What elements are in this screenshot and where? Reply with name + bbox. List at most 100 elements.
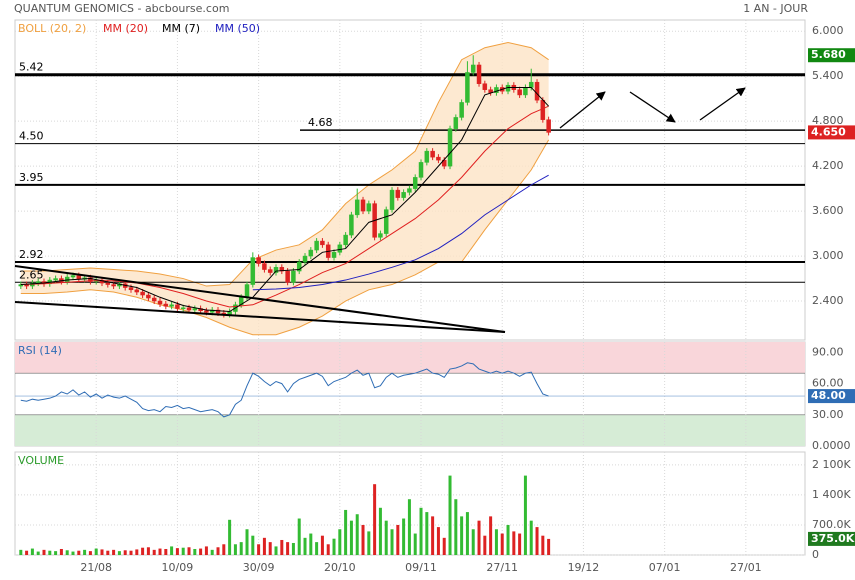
volume-bar	[494, 529, 498, 555]
candle-body	[476, 64, 482, 84]
y-tick-label: 5.400	[812, 69, 844, 82]
annotations	[14, 87, 746, 333]
volume-bar	[268, 542, 272, 555]
candle-body	[465, 72, 470, 103]
volume-bar	[152, 549, 156, 555]
volume-bar	[233, 544, 237, 555]
volume-bar	[112, 549, 116, 555]
candle-body	[412, 177, 418, 189]
candle-body	[291, 270, 296, 283]
y-tick-label: 0	[812, 548, 819, 561]
y-tick-label: 2 100K	[812, 458, 851, 471]
x-tick-label: 27/11	[486, 561, 518, 574]
y-tick-label: 4.800	[812, 114, 844, 127]
volume-bar	[94, 548, 98, 555]
candle-body	[528, 81, 534, 88]
level-label: 2.65	[19, 268, 44, 281]
candle-body	[186, 307, 192, 311]
volume-bar	[465, 512, 469, 555]
volume-bar	[442, 537, 446, 555]
candle-body	[459, 102, 464, 118]
volume-bar	[378, 507, 382, 555]
y-tick-label: 2.400	[812, 294, 844, 307]
value-box-label: 48.00	[811, 389, 846, 402]
volume-bar	[71, 551, 75, 555]
candle-body	[389, 189, 395, 210]
volume-bar	[396, 524, 400, 555]
volume-bar	[413, 533, 417, 555]
candle-body	[53, 278, 58, 281]
volume-bar	[344, 509, 348, 555]
candle-body	[128, 287, 134, 291]
volume-bar	[100, 549, 104, 555]
volume-bar	[59, 548, 63, 555]
volume-bar	[373, 484, 377, 555]
candle-body	[343, 234, 348, 246]
candle-body	[482, 83, 488, 90]
candle-body	[395, 189, 401, 198]
candle-body	[430, 150, 435, 158]
volume-bar	[523, 475, 527, 555]
volume-bar	[529, 520, 533, 555]
level-label: 4.68	[308, 116, 333, 129]
volume-bar	[30, 548, 34, 555]
candle-body	[546, 119, 551, 133]
rsi-line	[20, 362, 549, 418]
volume-bar	[280, 539, 284, 555]
value-box-label: 375.0K	[811, 532, 855, 545]
legend-entry: BOLL (20, 2)	[18, 22, 86, 35]
x-tick-label: 20/10	[324, 561, 356, 574]
volume-bar	[193, 548, 197, 555]
volume-bar	[326, 544, 330, 555]
volume-bar	[83, 549, 87, 555]
volume-bar	[500, 533, 504, 555]
candle-body	[354, 199, 360, 216]
legend-entry: MM (20)	[103, 22, 148, 35]
volume-bar	[535, 527, 539, 555]
volume-bar	[245, 529, 249, 555]
volume-bar	[262, 537, 266, 555]
zone	[15, 414, 805, 446]
volume-bar	[384, 520, 388, 555]
volume-bar	[251, 535, 255, 555]
volume-bar	[54, 551, 58, 555]
chart-subtitle: 1 AN - JOUR	[743, 2, 808, 15]
volume-bar	[199, 548, 203, 555]
volume-bar	[117, 551, 121, 555]
volume-bar	[36, 551, 40, 555]
volume-bar	[65, 550, 69, 555]
y-tick-label: 4.200	[812, 159, 844, 172]
volume-bar	[88, 551, 92, 555]
volume-bar	[175, 548, 179, 555]
level-label: 5.42	[19, 61, 44, 74]
volume-bar	[257, 544, 261, 555]
candle-body	[366, 203, 372, 212]
volume-bar	[170, 546, 174, 555]
candle-body	[192, 308, 198, 311]
level-label: 3.95	[19, 171, 44, 184]
x-tick-label: 09/11	[405, 561, 437, 574]
candle-body	[163, 303, 169, 307]
volume-bar	[483, 535, 487, 555]
candle-body	[517, 89, 522, 96]
volume-bar	[332, 538, 336, 555]
candle-body	[418, 162, 424, 178]
level-label: 4.50	[19, 130, 44, 143]
candle-body	[140, 291, 145, 296]
volume-bar	[106, 550, 110, 555]
volume-bar	[315, 542, 319, 555]
x-tick-label: 10/09	[162, 561, 194, 574]
volume-bar	[42, 549, 46, 555]
y-tick-label: 700.0K	[812, 518, 851, 531]
candle-body	[105, 282, 111, 285]
volume-bar	[286, 542, 290, 555]
candle-body	[180, 307, 186, 310]
level-label: 2.92	[19, 248, 44, 261]
volume-bar	[506, 524, 510, 555]
volume-bar	[239, 542, 243, 555]
volume-bar	[181, 547, 185, 555]
chart-title: QUANTUM GENOMICS - abcbourse.com	[14, 2, 229, 15]
volume-bar	[77, 550, 81, 555]
volume-bar	[216, 547, 220, 555]
candle-body	[169, 304, 174, 307]
